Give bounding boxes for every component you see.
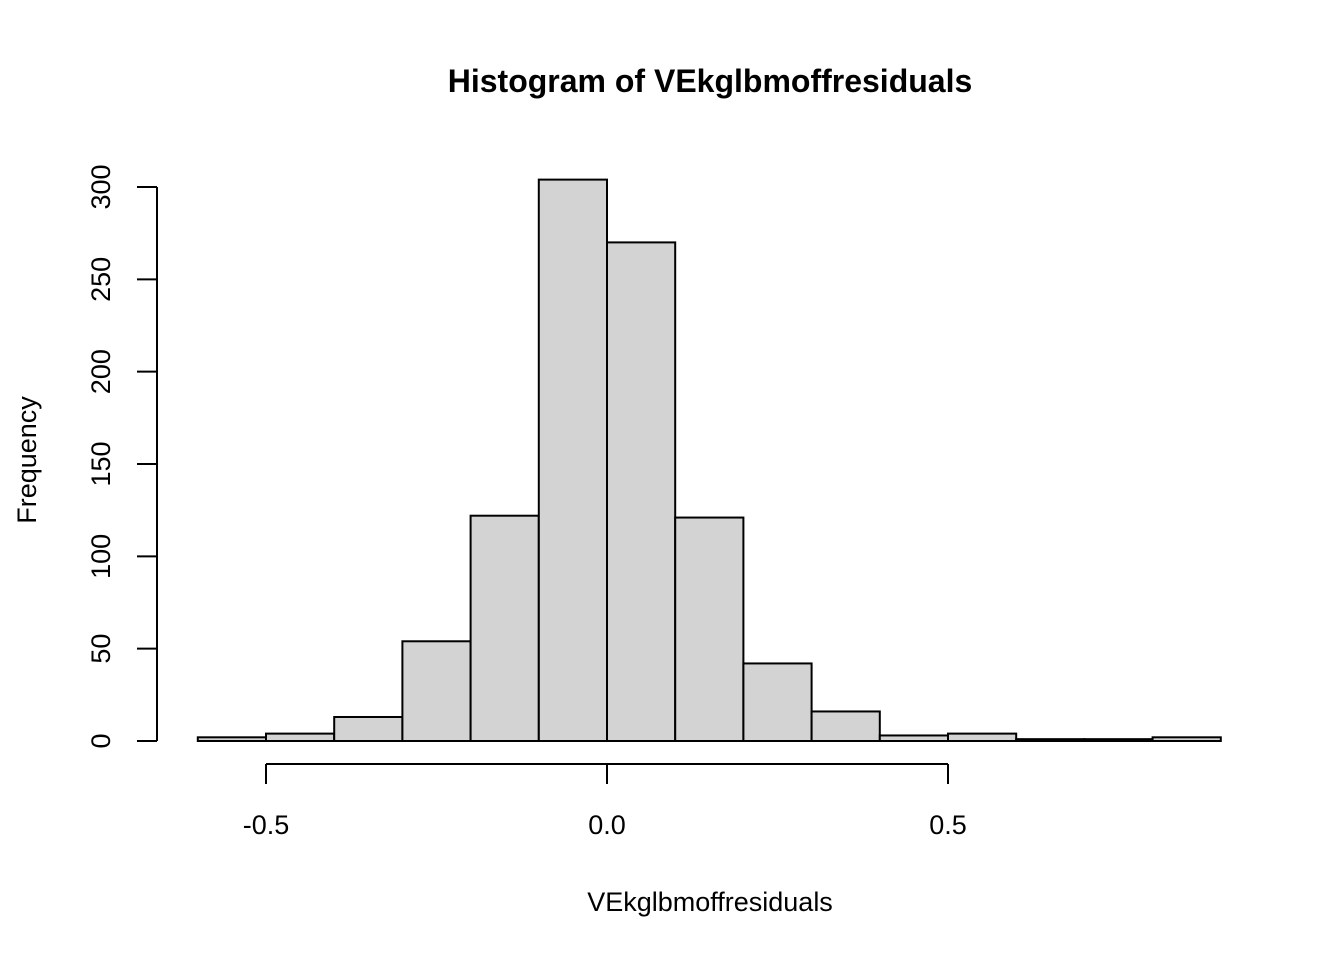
- histogram-bar: [196, 736, 267, 742]
- x-axis: -0.5 0.0 0.5: [243, 763, 967, 840]
- histogram-bar: [401, 640, 472, 743]
- y-tick-label: 300: [86, 164, 116, 209]
- histogram-bar: [333, 715, 404, 743]
- histogram-bar: [1083, 738, 1154, 742]
- y-axis-label: Frequency: [12, 396, 42, 524]
- y-tick-label: 150: [86, 441, 116, 486]
- x-tick-label: 0.5: [929, 810, 967, 840]
- histogram-bar: [947, 732, 1018, 743]
- y-tick-label: 0: [86, 733, 116, 748]
- histogram-bar: [810, 710, 881, 742]
- histogram-bars: [196, 178, 1222, 743]
- histogram-bar: [265, 732, 336, 743]
- y-axis: 0 50 100 150 200 250 300: [86, 164, 158, 749]
- histogram-bar: [537, 178, 608, 742]
- chart-title: Histogram of VEkglbmoffresiduals: [448, 63, 973, 99]
- histogram-bar: [1151, 736, 1222, 742]
- x-tick-label: -0.5: [243, 810, 290, 840]
- y-tick-label: 200: [86, 349, 116, 394]
- x-tick-label: 0.0: [588, 810, 626, 840]
- y-tick-label: 100: [86, 534, 116, 579]
- x-axis-label: VEkglbmoffresiduals: [587, 887, 833, 917]
- histogram-bar: [878, 734, 949, 743]
- histogram-bar: [742, 662, 813, 742]
- histogram-bar: [1015, 738, 1086, 742]
- histogram-bar: [606, 241, 677, 742]
- y-tick-label: 50: [86, 634, 116, 664]
- y-tick-label: 250: [86, 257, 116, 302]
- histogram-bar: [469, 514, 540, 742]
- histogram-bar: [674, 516, 745, 743]
